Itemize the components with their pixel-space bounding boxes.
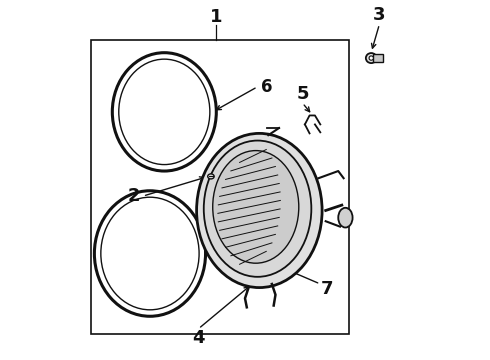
Ellipse shape (208, 174, 214, 179)
Text: 1: 1 (210, 8, 222, 26)
Text: 6: 6 (261, 78, 272, 96)
Text: 2: 2 (127, 187, 140, 205)
Ellipse shape (369, 56, 373, 60)
Ellipse shape (366, 53, 377, 63)
Ellipse shape (213, 150, 299, 263)
Text: 3: 3 (373, 6, 386, 24)
Text: 7: 7 (321, 280, 334, 298)
Ellipse shape (204, 140, 311, 277)
Bar (91, 40, 349, 334)
Text: 5: 5 (296, 85, 309, 103)
Ellipse shape (338, 208, 353, 228)
Ellipse shape (196, 134, 322, 288)
Text: 4: 4 (192, 329, 205, 347)
Bar (373, 54, 383, 62)
